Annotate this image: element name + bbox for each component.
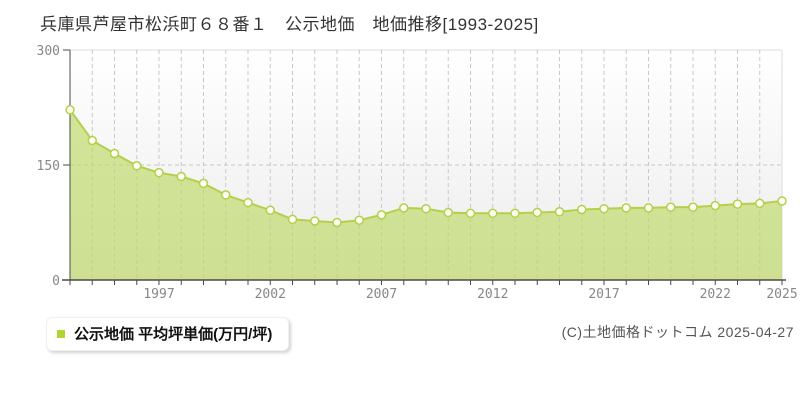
x-tick-label: 2012 xyxy=(477,287,508,302)
x-tick-label: 2025 xyxy=(766,287,797,302)
data-point xyxy=(376,210,387,220)
legend: 公示地価 平均坪単価(万円/坪) xyxy=(46,317,290,351)
data-point xyxy=(621,203,631,213)
price-trend-chart: 0 150 300 1997 2002 2007 2012 2017 2022 2025 xyxy=(37,44,798,302)
data-point xyxy=(577,204,587,215)
data-point xyxy=(332,217,342,228)
data-point xyxy=(688,202,698,212)
data-point xyxy=(399,203,409,213)
data-point xyxy=(176,171,186,182)
data-point xyxy=(532,207,542,218)
legend-marker-square xyxy=(57,329,65,338)
y-tick-label: 0 xyxy=(52,274,60,289)
data-point xyxy=(554,207,565,217)
data-point xyxy=(87,135,97,146)
data-point xyxy=(710,200,720,211)
data-point xyxy=(354,215,364,225)
price-area xyxy=(70,109,782,280)
x-tick-label: 1997 xyxy=(143,287,174,302)
data-point xyxy=(777,196,787,206)
data-point xyxy=(287,214,298,225)
data-point xyxy=(265,205,275,215)
data-point xyxy=(109,148,120,159)
data-point xyxy=(221,190,231,200)
data-point xyxy=(310,216,320,226)
data-point xyxy=(243,197,253,208)
data-point xyxy=(443,207,453,218)
copyright: (C)土地価格ドットコム 2025-04-27 xyxy=(561,324,794,340)
x-tick-label: 2017 xyxy=(588,287,619,302)
data-point xyxy=(732,199,743,209)
data-point xyxy=(599,203,609,214)
legend-label: 公示地価 平均坪単価(万円/坪) xyxy=(74,326,273,343)
data-point xyxy=(510,208,520,219)
chart-title: 兵庫県芦屋市松浜町６８番１ 公示地価 地価推移[1993-2025] xyxy=(40,15,539,34)
data-point xyxy=(465,208,476,219)
x-tick-label: 2002 xyxy=(255,287,286,302)
x-tick-label: 2022 xyxy=(700,287,731,302)
y-tick-label: 150 xyxy=(37,159,60,174)
y-tick-label: 300 xyxy=(37,44,60,59)
data-point xyxy=(65,105,75,115)
data-point xyxy=(488,208,498,219)
data-point xyxy=(154,167,164,178)
data-point xyxy=(755,198,765,209)
data-point xyxy=(666,202,676,212)
x-tick-label: 2007 xyxy=(366,287,397,302)
data-point xyxy=(132,161,142,171)
data-point xyxy=(421,203,431,214)
data-point xyxy=(198,178,209,189)
data-point xyxy=(643,203,654,213)
